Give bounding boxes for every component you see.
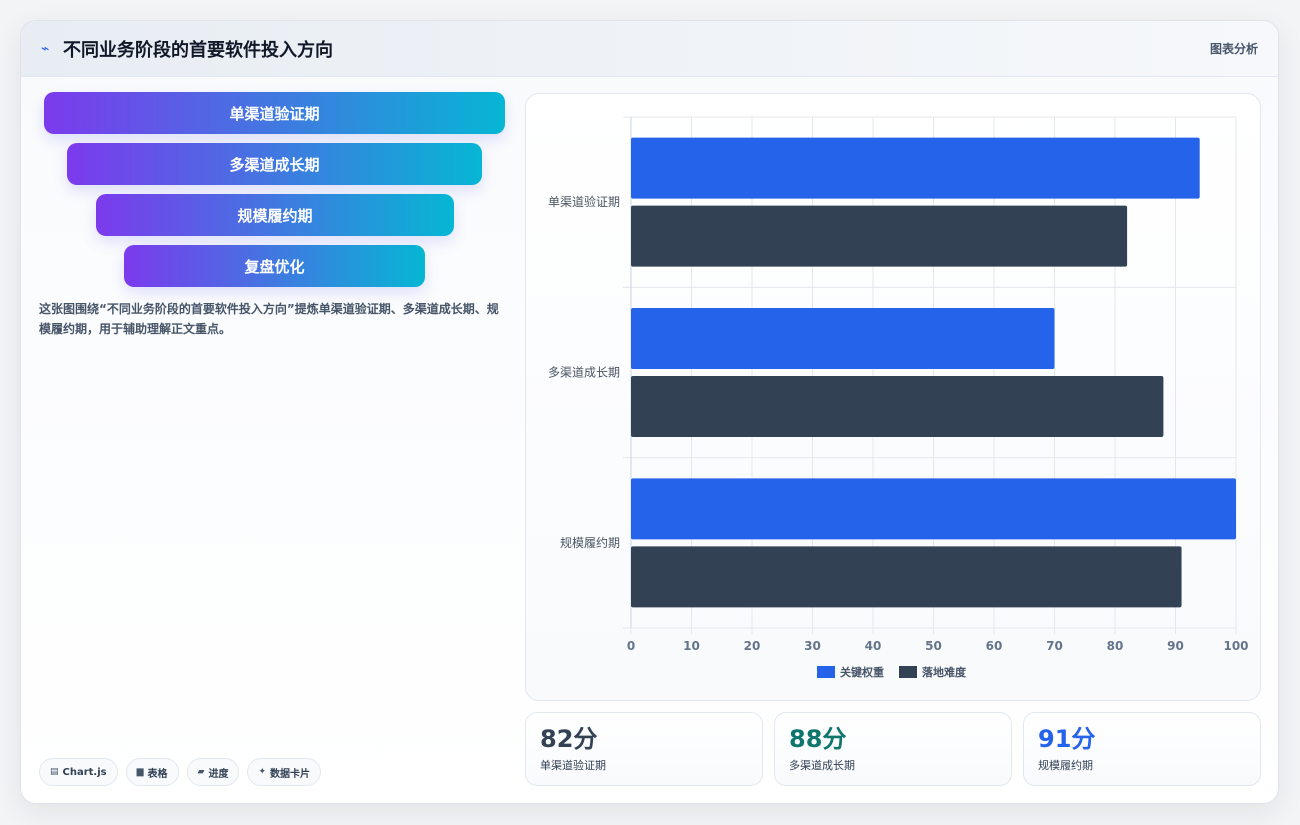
tag-table[interactable]: ▆ 表格 [125,758,179,786]
funnel-step-label: 规模履约期 [237,206,313,225]
bar-difficulty [631,205,1128,267]
y-tick-label: 多渠道成长期 [548,366,620,380]
card-header: ⌁ 不同业务阶段的首要软件投入方向 图表分析 [21,21,1278,77]
bar-key-weight [631,478,1236,540]
funnel-step-4: 复盘优化 [124,245,425,287]
x-tick-label: 40 [865,639,882,653]
stat-value: 88分 [789,725,847,753]
chart-description: 这张图围绕“不同业务阶段的首要软件投入方向”提炼单渠道验证期、多渠道成长期、规模… [39,302,499,336]
x-tick-label: 100 [1223,639,1248,653]
x-tick-label: 60 [986,639,1003,653]
x-tick-label: 70 [1046,639,1063,653]
tag-label: Chart.js [62,766,107,778]
chart-card: ⌁ 不同业务阶段的首要软件投入方向 图表分析 单渠道验证期 多渠道成长期 规模履… [20,20,1279,804]
legend-swatch [817,666,835,678]
tag-label: 数据卡片 [270,768,311,780]
sparkle-icon: ✦ [258,767,267,777]
chart-panel: 0 10 20 30 40 50 60 70 80 90 100 单渠道验证期 多渠道成长期规模履约期关… [525,93,1261,701]
funnel-step-3: 规模履约期 [96,194,454,236]
legend-label: 关键权重 [840,665,884,679]
stat-card-1: 82分 单渠道验证期 [525,712,763,786]
tag-progress[interactable]: ▰ 进度 [186,758,240,786]
stat-label: 规模履约期 [1038,759,1093,772]
x-tick-label: 30 [804,639,821,653]
tag-label: 进度 [208,768,229,780]
tag-label: 表格 [147,768,168,780]
progress-icon: ▰ [197,767,205,777]
y-tick-label: 单渠道验证期 [548,194,620,209]
trend-line-icon: ⌁ [41,40,50,57]
funnel-step-label: 多渠道成长期 [229,155,320,174]
chart-icon: ▤ [50,767,59,777]
stat-value: 91分 [1038,725,1096,753]
tag-list: ▤ Chart.js ▆ 表格 ▰ 进度 ✦ 数据卡片 [39,758,322,786]
stat-label: 单渠道验证期 [540,759,606,772]
funnel-step-2: 多渠道成长期 [67,143,482,185]
funnel-step-1: 单渠道验证期 [44,92,505,134]
stat-card-2: 88分 多渠道成长期 [774,712,1012,786]
x-tick-label: 10 [683,639,700,653]
bar-difficulty [631,546,1182,608]
funnel-step-label: 单渠道验证期 [229,104,320,123]
stat-label: 多渠道成长期 [789,759,855,772]
x-tick-label: 50 [925,639,942,653]
bar-key-weight [631,308,1055,369]
x-tick-label: 80 [1107,639,1124,653]
stat-card-3: 91分 规模履约期 [1023,712,1261,786]
legend-label: 落地难度 [922,665,967,679]
x-tick-label: 0 [627,639,635,653]
table-icon: ▆ [136,767,144,777]
tag-data-card[interactable]: ✦ 数据卡片 [247,758,322,786]
chart-analysis-label: 图表分析 [1209,42,1258,56]
funnel-step-label: 复盘优化 [244,257,305,276]
bar-key-weight [631,137,1200,199]
y-tick-label: 规模履约期 [560,535,620,550]
legend-swatch [899,666,917,678]
page-title: 不同业务阶段的首要软件投入方向 [63,39,333,61]
bar-chart: 0 10 20 30 40 50 60 70 80 90 100 单渠道验证期多渠道成长期规模履约期关… [548,116,1249,679]
x-tick-label: 90 [1167,639,1184,653]
tag-chartjs[interactable]: ▤ Chart.js [39,758,118,786]
stat-value: 82分 [540,725,598,753]
x-tick-label: 20 [744,639,761,653]
bar-difficulty [631,376,1164,437]
